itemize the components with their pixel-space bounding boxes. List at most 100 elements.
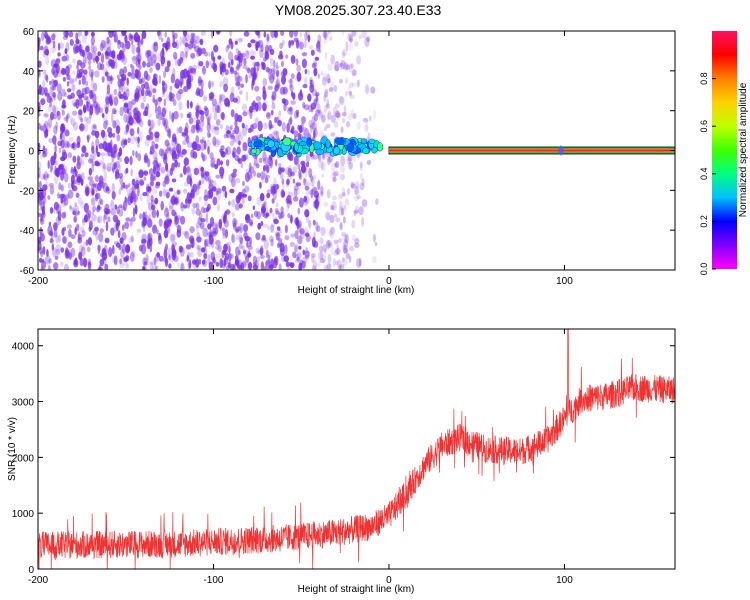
noise-dot [296, 251, 302, 260]
noise-dot [333, 65, 339, 72]
noise-dot [339, 222, 343, 231]
noise-dot [113, 96, 119, 106]
signal-blob [267, 139, 275, 148]
noise-dot [39, 217, 45, 222]
noise-dot [66, 140, 70, 149]
noise-dot [263, 239, 269, 250]
noise-dot [298, 168, 302, 179]
noise-dot [284, 244, 288, 255]
noise-dot [126, 108, 129, 114]
noise-dot [128, 237, 134, 243]
noise-dot [208, 80, 212, 90]
noise-dot [282, 68, 288, 76]
noise-dot [156, 31, 161, 36]
noise-dot [99, 197, 102, 205]
spectrogram-marks [38, 31, 675, 270]
noise-dot [223, 83, 229, 93]
noise-dot [98, 200, 101, 206]
noise-dot [65, 31, 69, 39]
noise-dot [51, 80, 57, 88]
noise-dot [288, 153, 294, 162]
noise-dot [83, 202, 89, 213]
noise-dot [119, 93, 124, 99]
noise-dot [276, 226, 281, 231]
noise-dot [316, 225, 321, 233]
noise-dot [142, 257, 147, 266]
noise-dot [237, 80, 241, 91]
noise-dot [267, 85, 273, 91]
noise-dot [314, 97, 320, 105]
noise-dot [79, 244, 84, 254]
noise-dot [119, 258, 122, 265]
noise-dot [195, 108, 199, 120]
noise-dot [234, 72, 240, 83]
noise-dot [354, 41, 359, 47]
noise-dot [235, 133, 240, 144]
noise-dot [289, 116, 293, 125]
noise-dot [163, 249, 168, 259]
noise-dot [195, 35, 200, 45]
noise-dot [186, 198, 191, 209]
noise-dot [105, 150, 109, 157]
noise-dot [281, 40, 285, 46]
noise-dot [182, 140, 188, 146]
noise-dot [90, 197, 96, 206]
noise-dot [69, 39, 74, 46]
noise-dot [53, 229, 58, 238]
noise-dot [229, 188, 235, 194]
signal-blob [360, 138, 368, 144]
noise-dot [171, 209, 176, 217]
noise-dot [222, 190, 226, 198]
noise-dot [92, 101, 98, 108]
noise-dot [163, 70, 167, 78]
noise-dot [302, 126, 308, 137]
noise-dot [309, 124, 313, 133]
noise-dot [53, 262, 59, 270]
noise-dot [56, 209, 60, 215]
noise-dot [82, 72, 88, 81]
noise-dot [237, 225, 243, 234]
noise-dot [153, 175, 157, 181]
noise-dot [342, 48, 347, 57]
signal-blob [282, 137, 292, 146]
noise-dot [330, 232, 335, 240]
noise-dot [284, 235, 290, 241]
noise-dot [245, 50, 250, 60]
noise-dot [213, 126, 219, 131]
noise-dot [139, 38, 144, 45]
noise-dot [129, 128, 135, 137]
noise-dot [52, 247, 57, 258]
figure-title: YM08.2025.307.23.40.E33 [275, 2, 442, 18]
noise-dot [72, 122, 79, 131]
noise-dot [137, 136, 140, 144]
noise-dot [361, 31, 367, 39]
noise-dot [341, 117, 346, 124]
colorbar-tick-label: 0.4 [699, 168, 709, 181]
noise-dot [225, 228, 228, 239]
noise-dot [170, 73, 176, 84]
noise-dot [219, 226, 224, 231]
noise-dot [345, 121, 351, 128]
noise-dot [327, 112, 330, 122]
noise-dot [366, 159, 372, 166]
noise-dot [276, 116, 280, 123]
noise-dot [177, 162, 181, 168]
noise-dot [66, 81, 70, 87]
noise-dot [53, 169, 59, 176]
noise-dot [91, 214, 97, 222]
noise-dot [113, 55, 118, 64]
noise-dot [64, 48, 68, 55]
noise-dot [135, 46, 141, 54]
noise-dot [245, 213, 251, 224]
noise-dot [75, 192, 80, 198]
y-tick-label: 3000 [12, 398, 35, 409]
noise-dot [221, 185, 227, 192]
noise-dot [72, 58, 76, 64]
noise-dot [345, 77, 349, 84]
noise-dot [155, 97, 162, 106]
noise-dot [87, 60, 92, 65]
noise-dot [201, 154, 207, 162]
noise-dot [231, 212, 235, 217]
noise-dot [64, 129, 70, 137]
noise-dot [132, 55, 138, 65]
